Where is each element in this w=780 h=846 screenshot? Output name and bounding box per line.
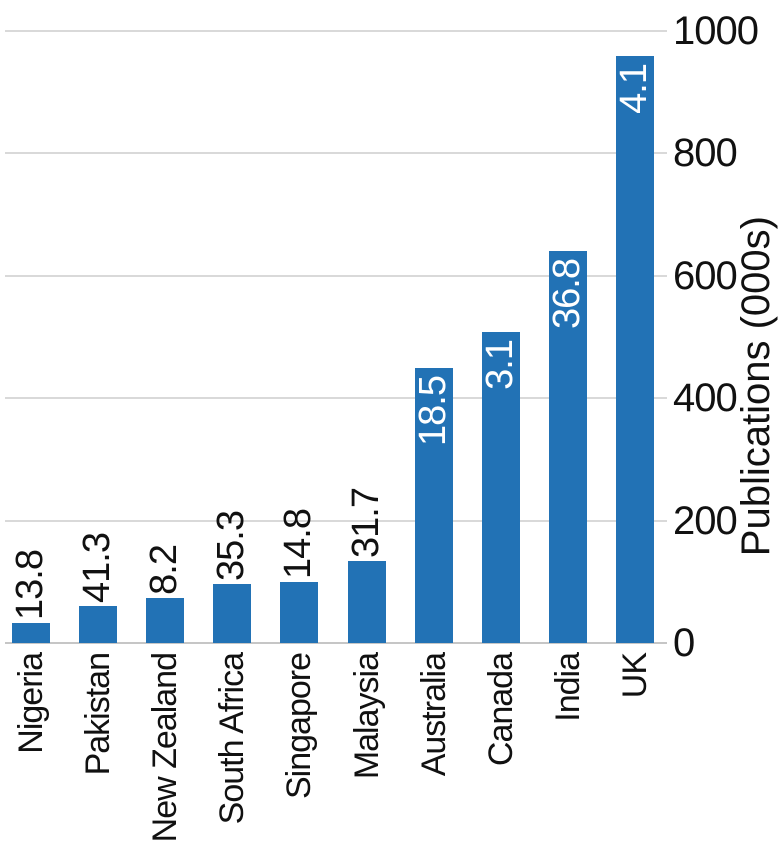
bar-south-africa xyxy=(213,584,252,643)
bar-uk: 4.1 xyxy=(613,56,656,643)
gridline xyxy=(5,274,667,277)
category-label: Nigeria xyxy=(11,653,50,754)
bar-value-label: 36.8 xyxy=(546,259,589,330)
bar-malaysia xyxy=(347,561,386,643)
gridline xyxy=(5,519,667,522)
category-label: UK xyxy=(616,653,655,699)
y-tick-label: 800 xyxy=(673,131,738,176)
bar-column: 3.1 Canada xyxy=(467,0,535,846)
bar-value-label: 13.8 xyxy=(8,549,51,620)
bar-column: 14.8 Singapore xyxy=(265,0,333,846)
bar-value-label: 8.2 xyxy=(143,544,186,595)
y-tick-label: 1000 xyxy=(673,9,759,53)
bar-pakistan xyxy=(78,606,117,643)
y-tick-label: 600 xyxy=(673,253,738,298)
category-label: New Zealand xyxy=(146,653,184,843)
bar-column: 41.3 Pakistan xyxy=(64,0,132,846)
category-label: Canada xyxy=(482,653,520,767)
x-axis-line xyxy=(5,642,667,644)
bar-value-label: 18.5 xyxy=(411,376,454,447)
category-label: Malaysia xyxy=(347,653,386,780)
bar-canada: 3.1 xyxy=(479,332,522,643)
bar-nigeria xyxy=(11,622,50,643)
bar-value-label: 3.1 xyxy=(479,340,522,390)
bar-column: 31.7 Malaysia xyxy=(333,0,401,846)
bar-singapore xyxy=(280,581,319,643)
y-tick-label: 0 xyxy=(673,621,695,665)
category-label: Australia xyxy=(414,653,453,777)
y-axis-title: Publications (000s) xyxy=(734,216,778,557)
bar-column: 13.8 Nigeria xyxy=(0,0,65,846)
bar-column: 35.3 South Africa xyxy=(198,0,266,846)
bar-column: 8.2 New Zealand xyxy=(131,0,199,846)
y-tick-label: 400 xyxy=(673,376,738,421)
gridline xyxy=(5,152,667,155)
bar-value-label: 35.3 xyxy=(210,511,253,582)
gridline xyxy=(5,397,667,400)
y-tick-label: 200 xyxy=(673,498,738,543)
bar-india: 36.8 xyxy=(546,251,589,643)
category-label: Pakistan xyxy=(78,653,117,776)
bar-column: 18.5 Australia xyxy=(400,0,468,846)
bar-value-label: 4.1 xyxy=(613,64,656,114)
bar-new-zealand xyxy=(146,597,184,643)
bar-column: 4.1 UK xyxy=(601,0,669,846)
category-label: Singapore xyxy=(280,653,319,800)
bar-value-label: 41.3 xyxy=(75,533,118,604)
bar-value-label: 31.7 xyxy=(344,488,387,558)
bar-column: 36.8 India xyxy=(534,0,602,846)
category-label: South Africa xyxy=(213,653,252,825)
gridline xyxy=(5,30,667,32)
category-label: India xyxy=(549,653,588,722)
bar-australia: 18.5 xyxy=(411,368,454,643)
bar-value-label: 14.8 xyxy=(277,508,320,579)
